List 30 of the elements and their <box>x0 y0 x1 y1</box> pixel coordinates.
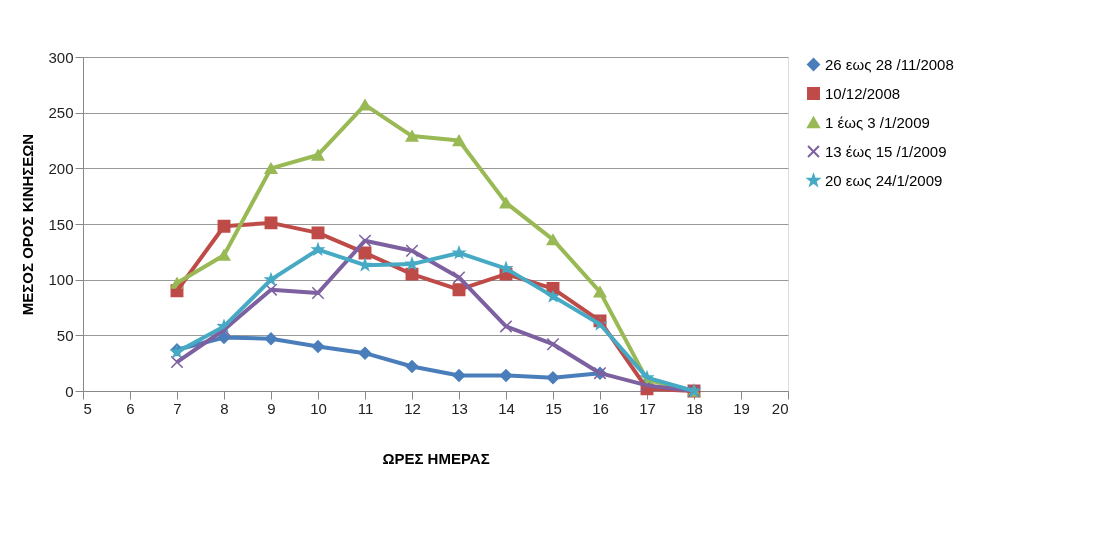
x-tick-label: 5 <box>83 399 92 417</box>
y-tick-label: 200 <box>48 159 74 177</box>
x-tick-label: 18 <box>686 399 703 417</box>
y-tick-label: 150 <box>48 215 74 233</box>
x-tick-label: 6 <box>126 399 135 417</box>
legend-label: 10/12/2008 <box>825 84 901 102</box>
x-axis-title: ΩΡΕΣ ΗΜΕΡΑΣ <box>382 449 490 467</box>
x-tick-label: 12 <box>404 399 421 417</box>
y-axis-title: ΜΕΣΟΣ ΟΡΟΣ ΚΙΝΗΣΕΩΝ <box>19 133 37 316</box>
x-tick-label: 7 <box>173 399 182 417</box>
x-tick-label: 20 <box>771 399 789 417</box>
x-tick-label: 15 <box>545 399 562 417</box>
y-tick-label: 50 <box>56 326 74 344</box>
legend-label: 20 εως 24/1/2009 <box>825 171 943 189</box>
x-tick-label: 10 <box>310 399 327 417</box>
x-tick-label: 11 <box>357 399 374 417</box>
y-tick-label: 250 <box>48 104 74 122</box>
x-tick-label: 16 <box>592 399 609 417</box>
x-tick-label: 13 <box>451 399 468 417</box>
legend-label: 26 εως 28 /11/2008 <box>825 55 954 73</box>
legend-label: 13 έως 15 /1/2009 <box>825 142 947 160</box>
x-tick-label: 8 <box>220 399 229 417</box>
x-tick-label: 17 <box>639 399 656 417</box>
x-tick-label: 19 <box>733 399 750 417</box>
y-tick-label: 300 <box>48 48 74 66</box>
x-tick-label: 9 <box>267 399 276 417</box>
y-tick-label: 100 <box>48 271 74 289</box>
x-tick-label: 14 <box>498 399 515 417</box>
y-tick-label: 0 <box>65 382 74 400</box>
legend-label: 1 έως 3 /1/2009 <box>825 113 930 131</box>
